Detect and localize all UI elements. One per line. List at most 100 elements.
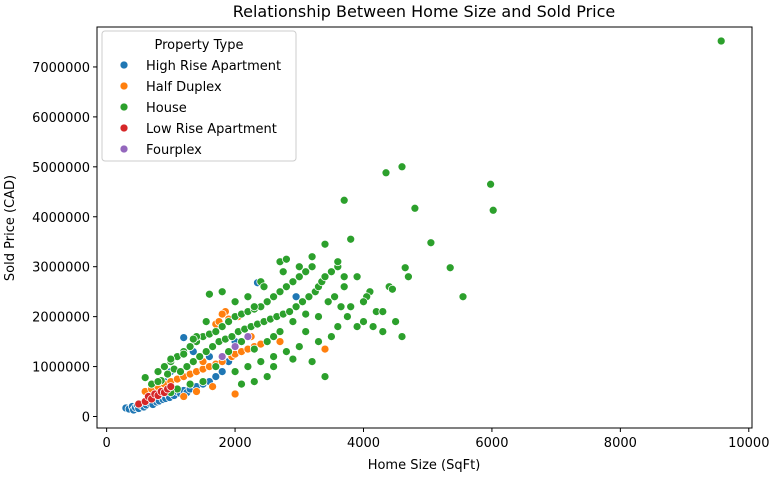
- data-point: [176, 367, 185, 376]
- data-point: [320, 344, 330, 354]
- data-point: [179, 392, 189, 401]
- data-point: [211, 327, 221, 336]
- data-point: [188, 357, 198, 366]
- data-point: [339, 195, 349, 205]
- data-point: [249, 344, 259, 354]
- data-point: [445, 263, 455, 273]
- data-point: [211, 362, 221, 371]
- data-point: [294, 272, 304, 282]
- data-point: [339, 272, 349, 282]
- data-point: [249, 377, 259, 386]
- data-point: [301, 267, 311, 277]
- data-point: [275, 337, 285, 346]
- data-point: [288, 277, 298, 287]
- data-point: [195, 352, 205, 361]
- data-point: [400, 263, 410, 273]
- data-point: [458, 292, 468, 302]
- data-point: [217, 309, 227, 319]
- data-point: [269, 362, 278, 371]
- data-point: [262, 372, 272, 381]
- data-point: [327, 267, 336, 277]
- data-point: [323, 297, 333, 307]
- data-point: [404, 272, 413, 282]
- data-point: [288, 354, 298, 364]
- x-tick-label: 0: [102, 436, 110, 451]
- data-point: [262, 297, 272, 307]
- x-tick-label: 2000: [219, 436, 252, 451]
- data-point: [327, 332, 336, 341]
- data-point: [230, 297, 240, 307]
- data-point: [230, 389, 240, 399]
- data-point: [179, 349, 189, 359]
- data-point: [166, 354, 176, 364]
- x-tick-label: 4000: [347, 436, 380, 451]
- data-point: [716, 36, 726, 46]
- data-point: [346, 302, 356, 312]
- data-point: [330, 292, 339, 302]
- data-point: [397, 332, 407, 341]
- data-point: [307, 252, 317, 262]
- data-point: [410, 203, 420, 213]
- data-point: [227, 332, 237, 341]
- data-point: [140, 373, 150, 382]
- data-point: [320, 272, 330, 282]
- legend-entry-label: Half Duplex: [146, 80, 222, 95]
- legend-marker: [119, 60, 129, 70]
- data-point: [426, 238, 436, 248]
- data-point: [320, 372, 330, 381]
- data-point: [208, 342, 217, 351]
- data-point: [230, 342, 240, 351]
- legend-title: Property Type: [154, 38, 243, 53]
- data-point: [275, 287, 285, 297]
- y-tick-label: 5000000: [32, 161, 90, 176]
- legend-entry-label: Low Rise Apartment: [146, 122, 277, 137]
- x-tick-label: 6000: [475, 436, 508, 451]
- data-point: [333, 257, 343, 267]
- data-point: [230, 367, 240, 376]
- data-point: [269, 292, 278, 302]
- y-tick-label: 2000000: [32, 311, 90, 326]
- data-point: [269, 352, 278, 361]
- data-point: [188, 334, 198, 344]
- x-tick-label: 8000: [604, 436, 637, 451]
- data-point: [301, 327, 311, 336]
- legend-marker: [119, 123, 129, 133]
- data-point: [185, 342, 195, 351]
- data-point: [291, 292, 301, 302]
- legend-marker: [119, 144, 129, 154]
- data-point: [343, 312, 352, 321]
- data-point: [291, 302, 301, 312]
- data-point: [275, 327, 285, 336]
- data-point: [397, 162, 407, 172]
- data-point: [346, 234, 356, 244]
- data-point: [153, 377, 163, 386]
- data-point: [208, 382, 217, 391]
- legend-entry-label: High Rise Apartment: [146, 59, 281, 74]
- series-3: [140, 36, 726, 397]
- y-tick-label: 3000000: [32, 261, 90, 276]
- data-point: [378, 327, 388, 336]
- data-point: [333, 322, 343, 331]
- data-point: [278, 267, 288, 277]
- data-point: [294, 342, 304, 351]
- data-point: [217, 367, 227, 376]
- data-point: [359, 297, 368, 307]
- data-point: [352, 272, 362, 282]
- data-point: [201, 317, 211, 326]
- data-point: [304, 292, 314, 302]
- legend-marker: [119, 102, 129, 112]
- legend: Property Type High Rise Apartment Half Du…: [101, 30, 297, 162]
- data-point: [486, 179, 495, 189]
- data-point: [192, 387, 201, 396]
- data-point: [368, 322, 378, 331]
- data-point: [314, 337, 323, 346]
- data-point: [243, 332, 253, 341]
- data-point: [205, 289, 214, 299]
- data-point: [314, 312, 323, 321]
- legend-entry-label: Fourplex: [146, 143, 202, 158]
- data-point: [211, 372, 221, 381]
- y-tick-label: 7000000: [32, 61, 90, 76]
- data-point: [182, 362, 192, 371]
- data-point: [185, 379, 195, 389]
